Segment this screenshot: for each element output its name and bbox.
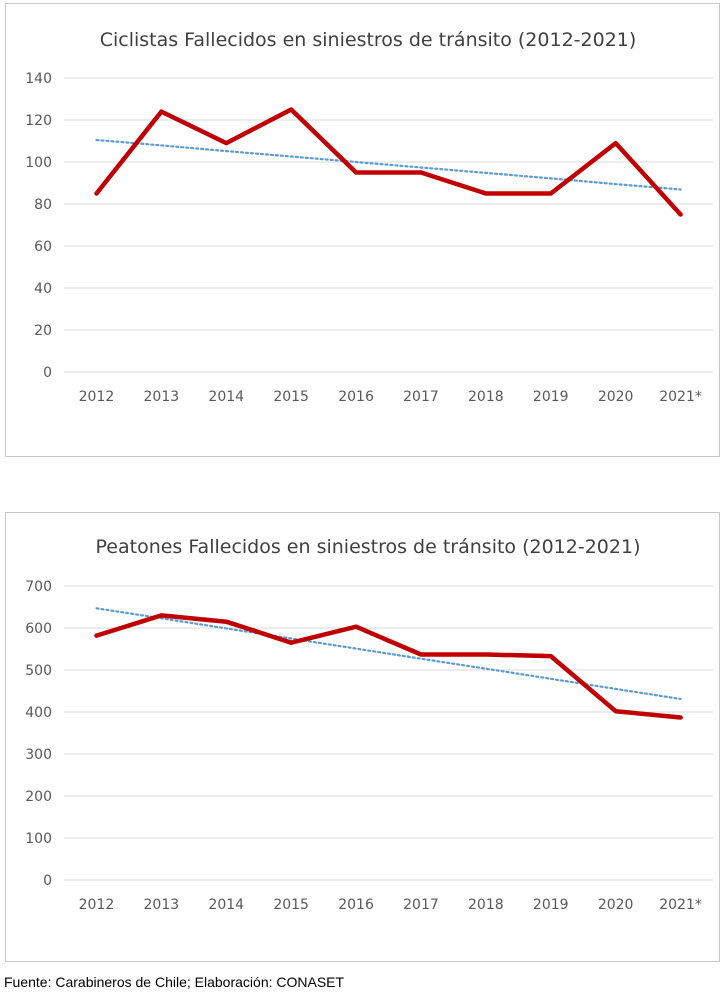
- data-point: [225, 620, 228, 623]
- x-tick-label: 2013: [144, 897, 180, 913]
- data-point: [484, 653, 487, 656]
- data-point: [419, 171, 422, 174]
- x-tick-label: 2014: [208, 389, 244, 405]
- trend-point: [680, 189, 682, 191]
- data-point: [290, 108, 293, 111]
- trend-point: [290, 638, 292, 640]
- y-tick-label: 0: [43, 365, 52, 381]
- data-point: [290, 641, 293, 644]
- chart-ciclistas: Ciclistas Fallecidos en siniestros de tr…: [5, 3, 720, 457]
- x-tick-label: 2021*: [659, 897, 702, 913]
- x-tick-label: 2018: [468, 897, 504, 913]
- y-tick-label: 20: [34, 323, 52, 339]
- trend-point: [95, 607, 97, 609]
- data-point: [679, 716, 682, 719]
- chart-title: Ciclistas Fallecidos en siniestros de tr…: [100, 29, 637, 51]
- x-tick-label: 2016: [338, 389, 374, 405]
- x-tick-label: 2016: [338, 897, 374, 913]
- x-tick-label: 2015: [273, 389, 309, 405]
- y-tick-label: 300: [25, 747, 52, 763]
- y-tick-label: 400: [25, 705, 52, 721]
- chart-title: Peatones Fallecidos en siniestros de trá…: [96, 536, 641, 558]
- trend-point: [290, 156, 292, 158]
- data-point: [419, 653, 422, 656]
- y-tick-label: 0: [43, 873, 52, 889]
- x-tick-label: 2017: [403, 389, 439, 405]
- y-tick-label: 200: [25, 789, 52, 805]
- x-tick-label: 2017: [403, 897, 439, 913]
- y-tick-label: 100: [25, 831, 52, 847]
- trend-point: [550, 177, 552, 179]
- series-line: [94, 107, 683, 217]
- data-point: [160, 110, 163, 113]
- chart-ciclistas-svg: Ciclistas Fallecidos en siniestros de tr…: [25, 29, 713, 405]
- trend-point: [225, 150, 227, 152]
- trend-line: [95, 607, 682, 701]
- data-point: [355, 625, 358, 628]
- data-point: [225, 142, 228, 145]
- chart-peatones-svg: Peatones Fallecidos en siniestros de trá…: [25, 536, 713, 913]
- x-tick-label: 2020: [598, 389, 634, 405]
- data-point: [95, 634, 98, 637]
- data-point: [484, 192, 487, 195]
- trend-point: [420, 658, 422, 660]
- trend-point: [485, 172, 487, 174]
- x-tick-label: 2015: [273, 897, 309, 913]
- source-note: Fuente: Carabineros de Chile; Elaboració…: [4, 974, 345, 990]
- data-point: [614, 710, 617, 713]
- trend-point: [615, 688, 617, 690]
- trend-point: [95, 139, 97, 141]
- x-tick-label: 2021*: [659, 389, 702, 405]
- y-tick-label: 600: [25, 621, 52, 637]
- trend-line: [95, 138, 682, 191]
- trend-point: [160, 144, 162, 146]
- trend-point: [485, 668, 487, 670]
- trend-point: [550, 678, 552, 680]
- x-tick-label: 2018: [468, 389, 504, 405]
- x-tick-label: 2012: [79, 897, 115, 913]
- trend-point: [355, 648, 357, 650]
- y-tick-label: 140: [25, 71, 52, 87]
- y-tick-label: 40: [34, 281, 52, 297]
- data-point: [549, 192, 552, 195]
- y-tick-label: 700: [25, 579, 52, 595]
- trend-point: [420, 166, 422, 168]
- x-tick-label: 2020: [598, 897, 634, 913]
- x-tick-label: 2019: [533, 389, 569, 405]
- series-line: [94, 613, 683, 720]
- data-point: [160, 614, 163, 617]
- y-tick-label: 80: [34, 197, 52, 213]
- trend-point: [680, 698, 682, 700]
- data-point: [614, 142, 617, 145]
- data-point: [549, 655, 552, 658]
- trend-point: [355, 161, 357, 163]
- y-tick-label: 500: [25, 663, 52, 679]
- chart-peatones: Peatones Fallecidos en siniestros de trá…: [5, 512, 720, 962]
- data-point: [355, 171, 358, 174]
- x-tick-label: 2013: [144, 389, 180, 405]
- y-tick-label: 100: [25, 155, 52, 171]
- trend-point: [615, 183, 617, 185]
- trend-point: [225, 627, 227, 629]
- y-tick-label: 120: [25, 113, 52, 129]
- data-point: [679, 213, 682, 216]
- x-tick-label: 2012: [79, 389, 115, 405]
- data-point: [95, 192, 98, 195]
- x-tick-label: 2014: [208, 897, 244, 913]
- x-tick-label: 2019: [533, 897, 569, 913]
- y-tick-label: 60: [34, 239, 52, 255]
